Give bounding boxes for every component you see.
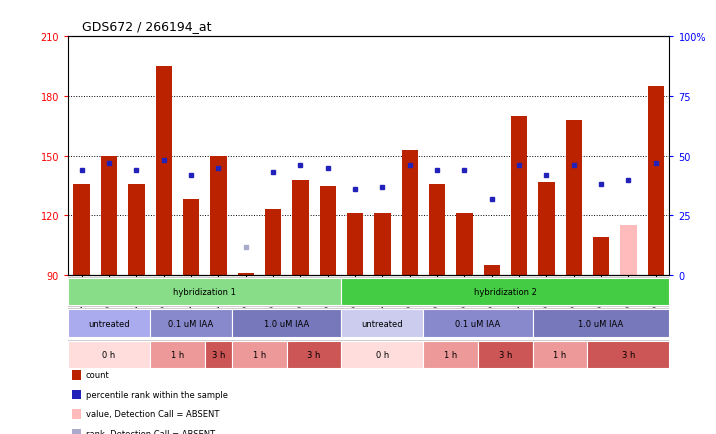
- Text: 0 h: 0 h: [376, 350, 389, 359]
- Text: 0.1 uM IAA: 0.1 uM IAA: [168, 319, 213, 328]
- Text: 1 h: 1 h: [553, 350, 567, 359]
- Bar: [593, 238, 609, 276]
- Bar: [68, 341, 150, 368]
- Text: 3 h: 3 h: [212, 350, 225, 359]
- Text: 3 h: 3 h: [307, 350, 321, 359]
- Text: 1 h: 1 h: [444, 350, 458, 359]
- Bar: [456, 214, 473, 276]
- Bar: [478, 341, 533, 368]
- Bar: [538, 182, 555, 276]
- Bar: [423, 310, 533, 337]
- Bar: [347, 214, 363, 276]
- Text: untreated: untreated: [88, 319, 130, 328]
- Bar: [423, 341, 478, 368]
- Text: 3 h: 3 h: [621, 350, 635, 359]
- Bar: [342, 341, 423, 368]
- Bar: [238, 273, 254, 276]
- Bar: [68, 310, 150, 337]
- Bar: [566, 120, 582, 276]
- Bar: [286, 341, 342, 368]
- Text: GDS672 / 266194_at: GDS672 / 266194_at: [82, 20, 212, 33]
- Bar: [232, 310, 342, 337]
- Bar: [205, 341, 232, 368]
- Bar: [402, 150, 418, 276]
- Text: 1 h: 1 h: [253, 350, 266, 359]
- Bar: [587, 341, 669, 368]
- Text: count: count: [86, 370, 110, 379]
- Bar: [319, 186, 336, 276]
- Text: rank, Detection Call = ABSENT: rank, Detection Call = ABSENT: [86, 429, 215, 434]
- Text: hybridization 1: hybridization 1: [173, 288, 236, 296]
- Bar: [211, 156, 226, 276]
- Text: 1 h: 1 h: [170, 350, 184, 359]
- Text: 1.0 uM IAA: 1.0 uM IAA: [579, 319, 624, 328]
- Bar: [265, 210, 281, 276]
- Bar: [342, 279, 669, 306]
- Bar: [511, 116, 527, 276]
- Bar: [533, 310, 669, 337]
- Text: hybridization 2: hybridization 2: [474, 288, 537, 296]
- Bar: [374, 214, 391, 276]
- Bar: [620, 226, 637, 276]
- Bar: [155, 67, 172, 276]
- Text: 0.1 uM IAA: 0.1 uM IAA: [455, 319, 500, 328]
- Bar: [292, 180, 309, 276]
- Text: value, Detection Call = ABSENT: value, Detection Call = ABSENT: [86, 409, 219, 418]
- Text: untreated: untreated: [362, 319, 403, 328]
- Bar: [101, 156, 117, 276]
- Bar: [128, 184, 145, 276]
- Bar: [232, 341, 286, 368]
- Text: 1.0 uM IAA: 1.0 uM IAA: [264, 319, 309, 328]
- Bar: [647, 87, 664, 276]
- Bar: [429, 184, 445, 276]
- Text: percentile rank within the sample: percentile rank within the sample: [86, 390, 228, 399]
- Bar: [342, 310, 423, 337]
- Bar: [74, 184, 90, 276]
- Text: 0 h: 0 h: [102, 350, 116, 359]
- Bar: [533, 341, 587, 368]
- Bar: [68, 279, 342, 306]
- Bar: [150, 310, 232, 337]
- Bar: [183, 200, 199, 276]
- Bar: [483, 266, 500, 276]
- Bar: [150, 341, 205, 368]
- Text: 3 h: 3 h: [499, 350, 512, 359]
